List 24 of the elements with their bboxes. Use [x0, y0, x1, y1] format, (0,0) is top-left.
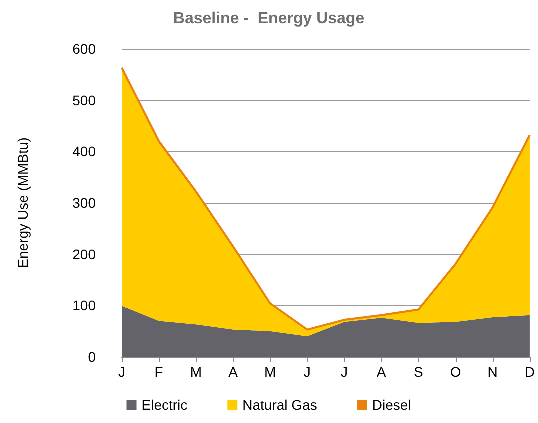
y-axis-title: Energy Use (MMBtu) — [15, 138, 31, 268]
x-tick-label: J — [341, 364, 348, 380]
x-tick-label: A — [376, 364, 387, 380]
x-tick-label: J — [304, 364, 311, 380]
y-tick-label: 600 — [72, 41, 96, 57]
x-tick-label: D — [524, 364, 536, 380]
x-tick-label: O — [450, 364, 462, 380]
y-tick-label: 400 — [72, 144, 96, 160]
y-tick-label: 300 — [72, 195, 96, 211]
x-tick-label: J — [118, 364, 126, 380]
x-tick-label: M — [190, 364, 202, 380]
x-tick-label: F — [154, 364, 164, 380]
x-tick-label: A — [228, 364, 239, 380]
x-tick-label: S — [414, 364, 424, 380]
x-tick-label: M — [264, 364, 276, 380]
y-tick-label: 500 — [72, 92, 96, 108]
y-tick-label: 100 — [72, 298, 96, 314]
y-tick-label: 200 — [72, 246, 96, 262]
y-tick-label: 0 — [88, 349, 96, 365]
legend-label: Electric — [142, 397, 188, 413]
chart-title: Baseline - Energy Usage — [173, 10, 365, 28]
legend-label: Natural Gas — [242, 397, 318, 413]
x-tick-label: N — [488, 364, 498, 380]
legend-label: Diesel — [372, 397, 412, 413]
